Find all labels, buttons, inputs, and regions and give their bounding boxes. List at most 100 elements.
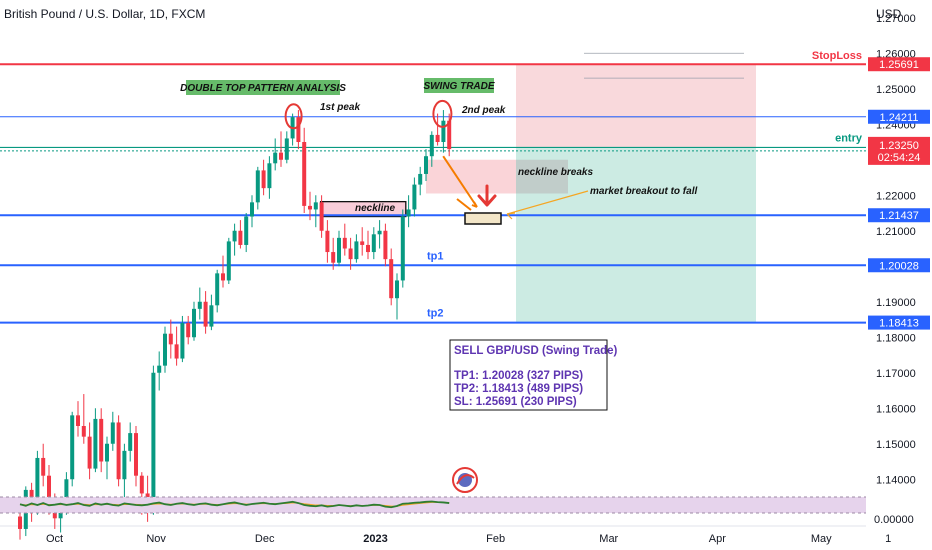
candle[interactable]	[105, 443, 109, 462]
y-tick-label: 1.25000	[876, 84, 916, 96]
x-tick-label: Nov	[146, 533, 166, 545]
candle[interactable]	[41, 457, 46, 476]
first-peak-circle	[284, 103, 303, 130]
candle[interactable]	[406, 209, 411, 217]
current-price-badge[interactable]	[868, 136, 930, 165]
candle[interactable]	[302, 142, 307, 206]
candle[interactable]	[18, 516, 22, 529]
candle[interactable]	[313, 202, 318, 210]
candle[interactable]	[87, 436, 92, 469]
candle[interactable]	[197, 301, 202, 309]
y-tick-label: 1.17000	[876, 368, 916, 380]
candle[interactable]	[255, 170, 260, 203]
tp1-label: tp1	[427, 250, 444, 262]
candle[interactable]	[226, 241, 231, 281]
candle[interactable]	[429, 134, 434, 157]
candle[interactable]	[157, 365, 162, 373]
candle[interactable]	[337, 237, 341, 263]
current-price-value: 1.23250	[879, 140, 919, 152]
candle[interactable]	[441, 120, 446, 142]
candle[interactable]	[319, 202, 324, 231]
candle[interactable]	[412, 184, 417, 210]
candle[interactable]	[308, 205, 312, 210]
candle[interactable]	[424, 156, 428, 174]
candle[interactable]	[163, 333, 167, 366]
candle[interactable]	[435, 134, 440, 142]
neckline-breaks-label: neckline breaks	[518, 167, 593, 178]
candle[interactable]	[354, 241, 359, 260]
candle[interactable]	[180, 323, 185, 359]
tp1-price-badge[interactable]	[868, 258, 930, 273]
candle[interactable]	[47, 475, 51, 501]
candle[interactable]	[76, 415, 80, 426]
x-tick-label: Feb	[486, 533, 505, 545]
trade-box-title: SELL GBP/USD (Swing Trade)	[454, 345, 618, 357]
candle[interactable]	[203, 301, 208, 327]
trade-box-sl: SL: 1.25691 (230 PIPS)	[454, 396, 577, 408]
candle[interactable]	[250, 202, 254, 217]
candle[interactable]	[383, 230, 388, 260]
tp2-label: tp2	[427, 308, 444, 320]
trade-box-tp1: TP1: 1.20028 (327 PIPS)	[454, 370, 583, 382]
x-tick-label: 1	[885, 533, 891, 545]
neckline-price-badge[interactable]	[868, 208, 930, 223]
y-tick-label: 1.15000	[876, 439, 916, 451]
candle[interactable]	[99, 418, 104, 462]
candle[interactable]	[371, 234, 376, 253]
candle[interactable]	[174, 344, 179, 359]
neckline-price-value: 1.21437	[879, 210, 919, 222]
tp2-price-badge[interactable]	[868, 315, 930, 330]
candle[interactable]	[128, 433, 133, 451]
first-peak-label: 1st peak	[320, 102, 360, 113]
candle[interactable]	[377, 230, 382, 235]
candle[interactable]	[64, 479, 69, 508]
trade-info-box	[449, 339, 608, 411]
candle[interactable]	[395, 280, 399, 299]
candle[interactable]	[122, 450, 127, 480]
candle[interactable]	[261, 170, 266, 189]
indicator-main-line	[19, 500, 450, 509]
y-tick-label: 1.14000	[876, 474, 916, 486]
candle[interactable]	[296, 117, 301, 142]
candle[interactable]	[342, 237, 347, 249]
candle[interactable]	[360, 241, 365, 245]
candle[interactable]	[221, 273, 225, 281]
candle[interactable]	[209, 305, 214, 327]
second-peak-price-badge[interactable]	[868, 109, 930, 124]
candle[interactable]	[418, 173, 423, 185]
candle[interactable]	[279, 152, 283, 160]
candle[interactable]	[168, 333, 173, 345]
candle[interactable]	[232, 230, 237, 242]
candle[interactable]	[192, 308, 196, 338]
candle[interactable]	[331, 252, 336, 263]
double-top-title: DOUBLE TOP PATTERN ANALYSIS	[180, 83, 346, 94]
price-axis[interactable]	[866, 0, 932, 550]
y-tick-label: 1.22000	[876, 190, 916, 202]
candle[interactable]	[447, 120, 452, 150]
candle[interactable]	[400, 216, 405, 281]
candle[interactable]	[93, 418, 98, 469]
candle[interactable]	[348, 248, 353, 260]
candle[interactable]	[366, 244, 370, 253]
candle[interactable]	[273, 152, 278, 164]
candle[interactable]	[389, 259, 394, 299]
candle[interactable]	[151, 372, 156, 512]
breakout-target-box	[464, 212, 502, 225]
candle[interactable]	[139, 475, 144, 494]
candle[interactable]	[325, 230, 330, 253]
candle[interactable]	[116, 422, 121, 480]
candle[interactable]	[35, 457, 40, 512]
candle[interactable]	[215, 273, 220, 306]
candle[interactable]	[186, 323, 191, 338]
candle[interactable]	[110, 422, 115, 444]
stoploss-price-badge[interactable]	[868, 57, 930, 72]
stoploss-price-value: 1.25691	[879, 59, 919, 71]
candle[interactable]	[70, 415, 75, 480]
candle[interactable]	[267, 163, 272, 189]
candle[interactable]	[244, 216, 249, 245]
candle[interactable]	[284, 138, 289, 160]
candle[interactable]	[238, 230, 243, 245]
candle[interactable]	[81, 426, 86, 437]
candle[interactable]	[134, 433, 138, 476]
